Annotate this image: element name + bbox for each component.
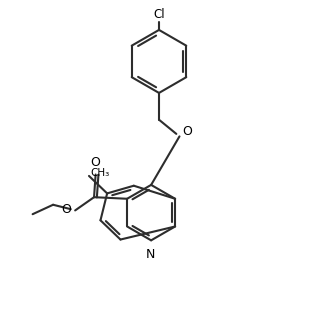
Text: Cl: Cl (153, 8, 165, 21)
Text: N: N (146, 248, 155, 261)
Text: CH₃: CH₃ (91, 169, 110, 178)
Text: O: O (91, 156, 100, 169)
Text: O: O (61, 203, 71, 216)
Text: O: O (182, 125, 192, 138)
